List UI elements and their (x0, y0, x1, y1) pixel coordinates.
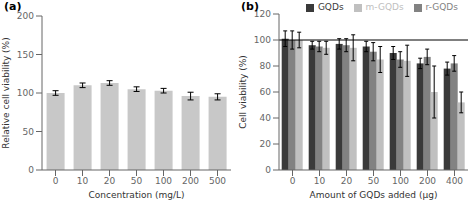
svg-text:100: 100 (254, 35, 271, 45)
svg-text:80: 80 (260, 61, 272, 71)
svg-text:120: 120 (254, 9, 271, 19)
svg-text:200: 200 (419, 176, 436, 186)
svg-text:500: 500 (209, 176, 226, 186)
svg-text:50: 50 (368, 176, 380, 186)
svg-text:10: 10 (314, 176, 326, 186)
svg-text:60: 60 (260, 87, 272, 97)
svg-text:0: 0 (28, 165, 34, 175)
html-text:(b): (b) (241, 0, 259, 13)
html-text:r-GQDs: r-GQDs (425, 2, 458, 12)
svg-text:150: 150 (17, 50, 34, 60)
svg-text:0: 0 (290, 176, 296, 186)
svg-text:100: 100 (392, 176, 409, 186)
svg-text:Relative cell viability (%): Relative cell viability (%) (8, 37, 11, 148)
svg-text:40: 40 (260, 113, 272, 123)
svg-text:20: 20 (260, 139, 272, 149)
svg-text:20: 20 (104, 176, 116, 186)
svg-text:50: 50 (23, 127, 35, 137)
html-text:m-GQDs: m-GQDs (365, 2, 404, 12)
svg-text:Concentration (mg/L): Concentration (mg/L) (88, 190, 184, 200)
html-text:GQDs: GQDs (317, 2, 344, 12)
svg-text:Cell viability (%): Cell viability (%) (238, 55, 248, 129)
svg-text:50: 50 (131, 176, 143, 186)
svg-text:200: 200 (182, 176, 199, 186)
svg-text:Amount of GQDs added (μg): Amount of GQDs added (μg) (310, 190, 438, 200)
html-text:(a): (a) (4, 0, 22, 13)
svg-text:20: 20 (341, 176, 353, 186)
svg-text:400: 400 (446, 176, 463, 186)
svg-text:0: 0 (53, 176, 59, 186)
svg-text:200: 200 (17, 11, 34, 21)
svg-text:100: 100 (17, 88, 34, 98)
svg-text:10: 10 (77, 176, 89, 186)
svg-text:0: 0 (265, 165, 271, 175)
svg-text:100: 100 (155, 176, 172, 186)
